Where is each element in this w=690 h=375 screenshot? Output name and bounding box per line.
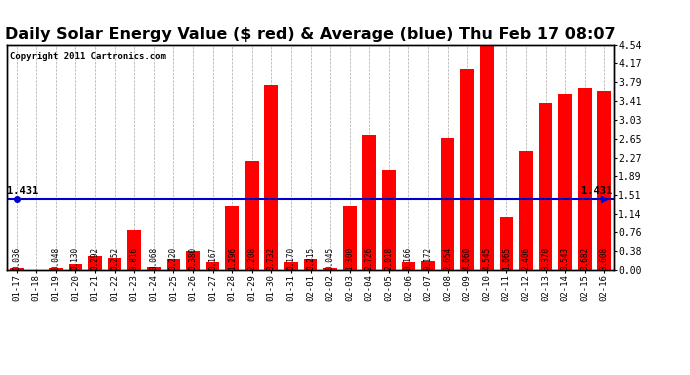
- Bar: [539, 103, 553, 270]
- Text: 0.220: 0.220: [169, 246, 178, 270]
- Bar: [323, 268, 337, 270]
- Bar: [206, 262, 219, 270]
- Text: 4.545: 4.545: [482, 246, 491, 270]
- Bar: [382, 170, 395, 270]
- Text: 0.045: 0.045: [326, 246, 335, 270]
- Bar: [519, 151, 533, 270]
- Bar: [68, 264, 82, 270]
- Bar: [362, 135, 376, 270]
- Bar: [558, 94, 572, 270]
- Title: Daily Solar Energy Value ($ red) & Average (blue) Thu Feb 17 08:07: Daily Solar Energy Value ($ red) & Avera…: [6, 27, 615, 42]
- Text: 1.065: 1.065: [502, 246, 511, 270]
- Bar: [166, 259, 180, 270]
- Text: 2.726: 2.726: [365, 246, 374, 270]
- Text: 1.300: 1.300: [345, 246, 354, 270]
- Text: 3.370: 3.370: [541, 246, 550, 270]
- Text: 3.682: 3.682: [580, 246, 589, 270]
- Text: Copyright 2011 Cartronics.com: Copyright 2011 Cartronics.com: [10, 52, 166, 61]
- Bar: [88, 255, 102, 270]
- Text: 0.166: 0.166: [404, 246, 413, 270]
- Text: 0.172: 0.172: [424, 246, 433, 270]
- Bar: [147, 267, 161, 270]
- Text: 1.431: 1.431: [581, 186, 612, 196]
- Text: 1.296: 1.296: [228, 246, 237, 270]
- Bar: [284, 262, 298, 270]
- Text: 0.252: 0.252: [110, 246, 119, 270]
- Bar: [598, 91, 611, 270]
- Bar: [128, 230, 141, 270]
- Text: 4.060: 4.060: [463, 246, 472, 270]
- Text: 0.380: 0.380: [188, 246, 197, 270]
- Text: 0.130: 0.130: [71, 246, 80, 270]
- Text: 3.543: 3.543: [561, 246, 570, 270]
- Text: 0.036: 0.036: [12, 246, 21, 270]
- Text: 0.167: 0.167: [208, 246, 217, 270]
- Text: 0.816: 0.816: [130, 246, 139, 270]
- Text: 0.292: 0.292: [90, 246, 99, 270]
- Text: 0.048: 0.048: [51, 246, 60, 270]
- Bar: [460, 69, 474, 270]
- Bar: [10, 268, 23, 270]
- Bar: [578, 87, 591, 270]
- Bar: [500, 217, 513, 270]
- Text: 1.431: 1.431: [7, 186, 38, 196]
- Text: 2.406: 2.406: [522, 246, 531, 270]
- Bar: [245, 160, 259, 270]
- Text: 2.208: 2.208: [247, 246, 256, 270]
- Bar: [343, 206, 357, 270]
- Bar: [108, 258, 121, 270]
- Bar: [402, 262, 415, 270]
- Bar: [226, 206, 239, 270]
- Text: 2.654: 2.654: [443, 246, 452, 270]
- Text: 3.608: 3.608: [600, 246, 609, 270]
- Bar: [264, 85, 278, 270]
- Text: 0.068: 0.068: [149, 246, 158, 270]
- Text: 2.018: 2.018: [384, 246, 393, 270]
- Text: 0.215: 0.215: [306, 246, 315, 270]
- Text: 0.170: 0.170: [286, 246, 295, 270]
- Bar: [480, 45, 493, 270]
- Bar: [441, 138, 455, 270]
- Bar: [304, 260, 317, 270]
- Bar: [421, 261, 435, 270]
- Bar: [49, 268, 63, 270]
- Bar: [186, 251, 200, 270]
- Text: 3.732: 3.732: [267, 246, 276, 270]
